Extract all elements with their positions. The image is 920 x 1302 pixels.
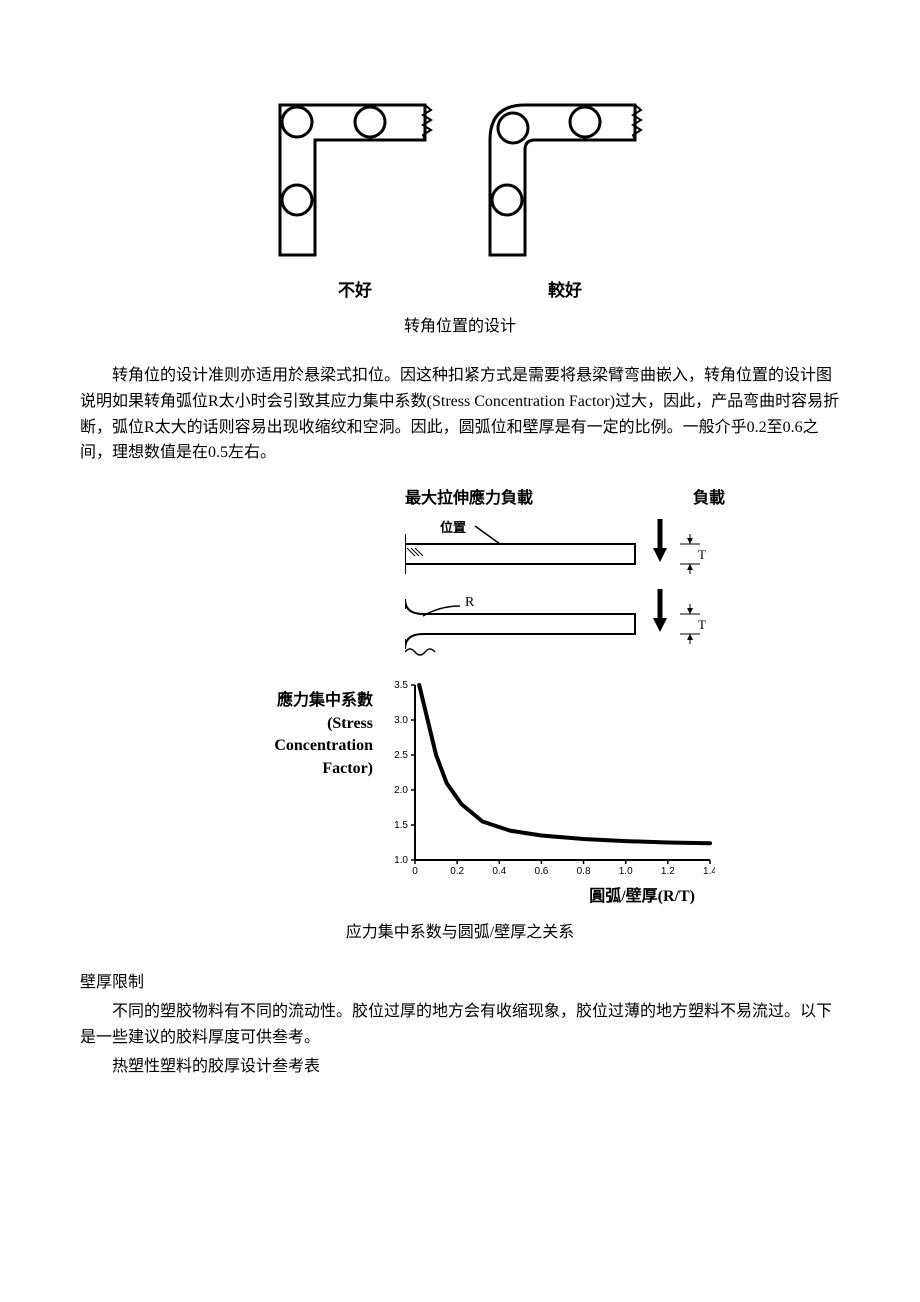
- svg-text:T: T: [698, 617, 706, 632]
- corner-bad-svg: [275, 100, 435, 260]
- y-axis-label: 應力集中系數 (Stress Concentration Factor): [205, 690, 385, 780]
- chart-caption: 应力集中系数与圆弧/壁厚之关系: [80, 920, 840, 946]
- corner-good: 較好: [485, 100, 645, 304]
- corner-bad: 不好: [275, 100, 435, 304]
- stress-chart-svg: 1.0 1.5 2.0 2.5 3.0 3.5 0 0.2 0.4 0.6 0.8 1.0 1.2 1.4: [385, 680, 715, 880]
- svg-text:1.2: 1.2: [661, 866, 675, 877]
- figure1-caption: 转角位置的设计: [80, 314, 840, 340]
- svg-text:1.0: 1.0: [619, 866, 633, 877]
- svg-text:0.6: 0.6: [534, 866, 548, 877]
- svg-text:1.5: 1.5: [394, 820, 408, 831]
- y-label-en2: Concentration: [205, 735, 373, 757]
- beam-diagrams: 位置: [405, 514, 715, 673]
- y-label-en1: (Stress: [205, 713, 373, 735]
- svg-text:0: 0: [412, 866, 418, 877]
- corner-design-figure: 不好 較好: [80, 100, 840, 304]
- svg-text:0.4: 0.4: [492, 866, 506, 877]
- section-heading: 壁厚限制: [80, 970, 840, 996]
- stress-chart-block: 最大拉伸應力負載 負載 位置: [80, 486, 840, 910]
- svg-text:2.0: 2.0: [394, 785, 408, 796]
- corner-bad-label: 不好: [275, 277, 435, 304]
- corner-good-label: 較好: [485, 277, 645, 304]
- top-label-right: 負載: [693, 486, 725, 512]
- svg-text:0.8: 0.8: [577, 866, 591, 877]
- sub-label: 位置: [440, 520, 466, 535]
- svg-text:3.5: 3.5: [394, 680, 408, 691]
- y-label-en3: Factor): [205, 758, 373, 780]
- x-axis-label: 圓弧/壁厚(R/T): [405, 884, 715, 910]
- svg-text:3.0: 3.0: [394, 715, 408, 726]
- y-label-cn: 應力集中系數: [205, 690, 373, 712]
- chart-top-labels: 最大拉伸應力負載 負載: [405, 486, 725, 512]
- paragraph-3: 热塑性塑料的胶厚设计叁考表: [80, 1054, 840, 1080]
- svg-text:2.5: 2.5: [394, 750, 408, 761]
- svg-text:T: T: [698, 547, 706, 562]
- svg-text:0.2: 0.2: [450, 866, 464, 877]
- paragraph-2: 不同的塑胶物料有不同的流动性。胶位过厚的地方会有收缩现象，胶位过薄的地方塑料不易…: [80, 999, 840, 1050]
- paragraph-1: 转角位的设计准则亦适用於悬梁式扣位。因这种扣紧方式是需要将悬梁臂弯曲嵌入，转角位…: [80, 363, 840, 465]
- corner-good-svg: [485, 100, 645, 260]
- svg-text:R: R: [465, 595, 475, 610]
- chart-main: 應力集中系數 (Stress Concentration Factor) 1.0…: [205, 680, 715, 880]
- svg-text:1.0: 1.0: [394, 855, 408, 866]
- svg-text:1.4: 1.4: [703, 866, 715, 877]
- top-label-left: 最大拉伸應力負載: [405, 486, 533, 512]
